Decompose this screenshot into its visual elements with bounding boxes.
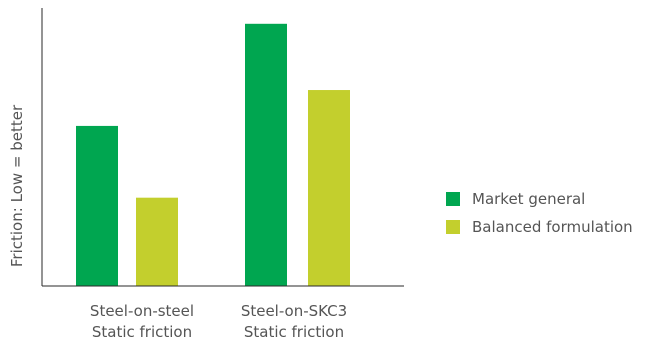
- bars-group: [76, 23, 350, 287]
- bar-market-general-1: [76, 125, 118, 286]
- y-axis-label: Friction: Low = better: [8, 104, 26, 267]
- x-axis-labels: Steel-on-steel Static friction Steel-on-SK…: [90, 302, 347, 341]
- legend: Market general Balanced formulation: [446, 190, 633, 236]
- legend-label-1: Market general: [472, 190, 585, 208]
- legend-swatch-2: [446, 220, 460, 234]
- x-tick-label-1-line-1: Steel-on-steel: [90, 302, 194, 320]
- x-tick-label-2-line-1: Steel-on-SKC3: [241, 302, 347, 320]
- legend-swatch-1: [446, 192, 460, 206]
- bar-balanced-formulation-2: [308, 90, 350, 286]
- bar-balanced-formulation-1: [136, 197, 178, 286]
- legend-label-2: Balanced formulation: [472, 218, 633, 236]
- bar-market-general-2: [245, 23, 287, 287]
- x-tick-label-2-line-2: Static friction: [244, 323, 344, 341]
- x-tick-label-1-line-2: Static friction: [92, 323, 192, 341]
